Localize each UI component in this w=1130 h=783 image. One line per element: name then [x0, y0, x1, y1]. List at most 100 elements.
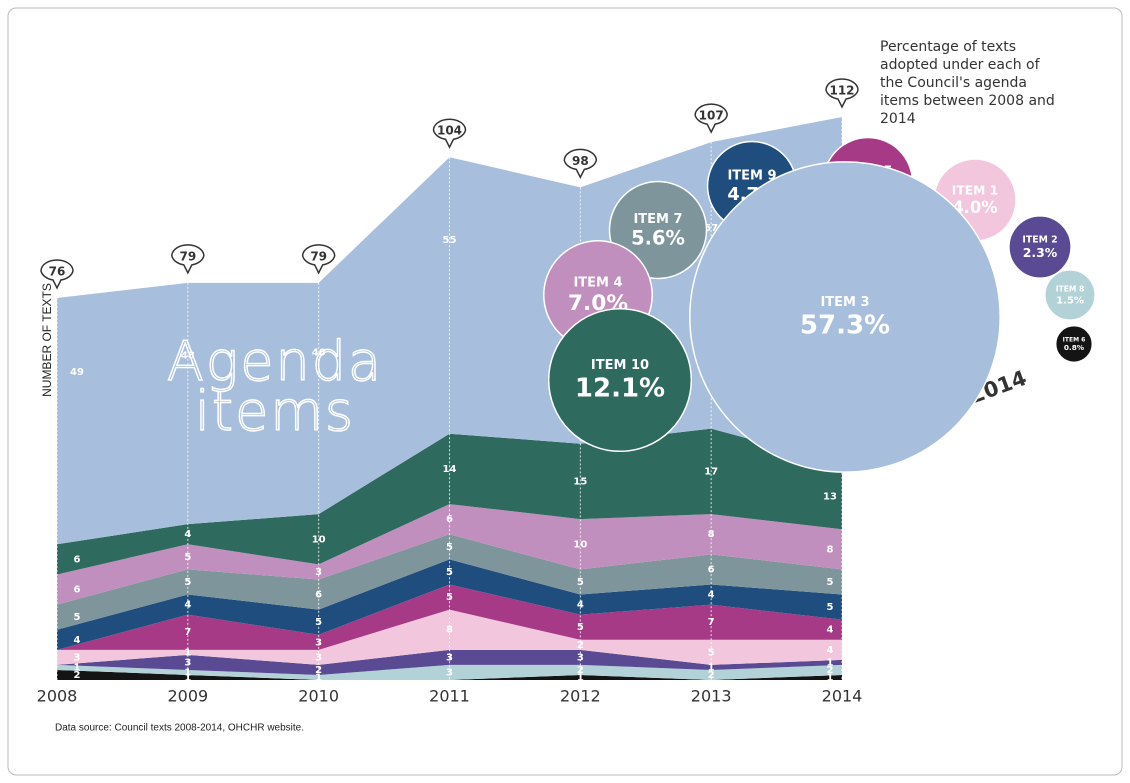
x-tick-label: 2008 — [37, 687, 78, 706]
data-label: 3 — [446, 667, 453, 678]
x-tick-label: 2009 — [167, 687, 208, 706]
data-label: 4 — [708, 590, 715, 601]
bubble-name: ITEM 4 — [573, 276, 622, 291]
bubble-share: 5.6% — [631, 227, 685, 250]
data-label: 1 — [184, 672, 191, 683]
data-label: 4 — [577, 600, 584, 611]
data-label: 6 — [708, 564, 715, 575]
total-label: 98 — [572, 154, 589, 168]
headline: Agenda items — [167, 330, 383, 443]
bubble-share: 57.3% — [800, 311, 890, 341]
data-label: 2 — [708, 670, 715, 681]
y-axis-label: NUMBER OF TEXTS — [40, 283, 54, 397]
x-tick-label: 2013 — [691, 687, 732, 706]
data-label: 5 — [827, 602, 834, 613]
total-pin — [432, 118, 467, 149]
bubble-share: 4.0% — [952, 198, 997, 217]
data-label: 5 — [74, 612, 81, 623]
total-label: 76 — [49, 264, 66, 278]
total-label: 107 — [699, 109, 724, 123]
data-label: 2 — [74, 670, 81, 681]
chart-title: Percentage of texts adopted under each of… — [880, 39, 1055, 127]
data-label: 5 — [315, 617, 322, 628]
bubble-name: ITEM 6 — [1063, 336, 1086, 343]
data-label: 1 — [827, 657, 834, 668]
data-label: 5 — [827, 577, 834, 588]
area-layer — [57, 504, 842, 605]
data-label: 3 — [184, 657, 191, 668]
data-label: 2 — [827, 665, 834, 676]
data-label: 10 — [573, 539, 587, 550]
total-pin — [563, 148, 598, 180]
data-label: 3 — [446, 652, 453, 663]
data-label: 10 — [312, 534, 326, 545]
data-label: 1 — [827, 672, 834, 683]
data-label: 5 — [708, 647, 715, 658]
data-label: 1 — [184, 647, 191, 658]
data-label: 1 — [184, 667, 191, 678]
data-label: 3 — [74, 652, 81, 663]
total-label: 79 — [179, 249, 196, 263]
bubble-name: ITEM 1 — [952, 183, 998, 197]
total-label: 79 — [310, 249, 327, 263]
data-label: 6 — [315, 590, 322, 601]
data-label: 8 — [446, 625, 453, 636]
bubble-name: ITEM 8 — [1056, 284, 1084, 293]
data-label: 2 — [315, 665, 322, 676]
bubble-share: 2.3% — [1023, 245, 1058, 260]
total-pin — [301, 244, 336, 275]
data-label: 1 — [577, 672, 584, 683]
bubble-name: ITEM 9 — [727, 169, 776, 184]
data-label: 4 — [827, 625, 834, 636]
data-label: 13 — [823, 492, 837, 503]
share-bubble — [689, 161, 1001, 473]
data-label: 2 — [577, 665, 584, 676]
data-label: 5 — [446, 567, 453, 578]
data-label: 7 — [708, 617, 715, 628]
x-tick-label: 2012 — [560, 687, 601, 706]
data-label: 1 — [315, 672, 322, 683]
total-pin — [825, 78, 859, 109]
data-label: 3 — [315, 652, 322, 663]
data-label: 57 — [704, 223, 718, 234]
data-label: 55 — [443, 235, 457, 246]
data-label: 5 — [184, 577, 191, 588]
data-label: 14 — [443, 464, 457, 475]
data-label: 3 — [315, 567, 322, 578]
data-label: 6 — [446, 514, 453, 525]
data-label: 4 — [74, 635, 81, 646]
source: Data source: Council texts 2008-2014, OH… — [55, 723, 304, 734]
total-pin — [694, 103, 728, 134]
data-label: 8 — [827, 544, 834, 555]
data-label: 3 — [315, 637, 322, 648]
total-label: 112 — [829, 84, 854, 98]
total-pin — [171, 244, 205, 275]
area-layer — [57, 664, 842, 680]
data-label: 3 — [577, 652, 584, 663]
data-label: 5 — [577, 577, 584, 588]
data-label: 4 — [827, 645, 834, 656]
area-layer — [57, 584, 842, 650]
data-label: 2 — [577, 640, 584, 651]
area-layer — [57, 669, 842, 680]
bubble-name: ITEM 2 — [1022, 235, 1057, 246]
x-tick-label: 2011 — [429, 687, 470, 706]
bubble-share: 0.8% — [1064, 343, 1085, 352]
bubble-name: ITEM 7 — [633, 212, 682, 227]
data-label: 1 — [708, 662, 715, 673]
data-label: 48 — [181, 350, 195, 361]
total-label: 104 — [437, 124, 462, 138]
data-label: 7 — [184, 627, 191, 638]
bubble-share: 12.1% — [575, 374, 665, 404]
share-bubble — [1054, 324, 1094, 364]
data-label: 49 — [70, 367, 84, 378]
x-tick-label: 2014 — [822, 687, 863, 706]
data-label: 5 — [184, 552, 191, 563]
data-label: 4 — [184, 600, 191, 611]
data-label: 6 — [74, 554, 81, 565]
x-tick-label: 2010 — [298, 687, 339, 706]
share-bubble — [1044, 269, 1096, 321]
data-label: 15 — [573, 476, 587, 487]
bubble-share: 1.5% — [1056, 295, 1084, 306]
